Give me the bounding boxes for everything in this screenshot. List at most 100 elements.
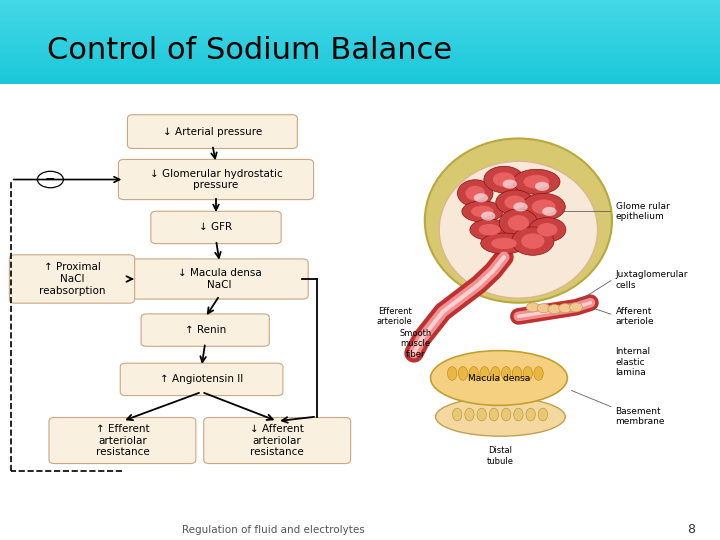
Bar xyxy=(0,10,720,11)
Bar xyxy=(0,47,720,48)
Bar xyxy=(0,35,720,36)
Ellipse shape xyxy=(523,367,532,380)
Bar xyxy=(0,31,720,32)
Ellipse shape xyxy=(526,303,539,312)
Ellipse shape xyxy=(474,193,488,202)
Ellipse shape xyxy=(499,209,538,237)
Text: Distal
tubule: Distal tubule xyxy=(487,447,514,466)
Bar xyxy=(0,14,720,15)
Bar xyxy=(0,8,720,9)
Bar xyxy=(0,71,720,72)
Text: Basement
membrane: Basement membrane xyxy=(616,407,665,427)
Bar xyxy=(0,21,720,22)
Text: Afferent
arteriole: Afferent arteriole xyxy=(616,307,654,326)
Bar xyxy=(0,36,720,37)
Text: 8: 8 xyxy=(687,523,696,536)
Bar xyxy=(0,26,720,27)
Bar xyxy=(0,24,720,25)
Ellipse shape xyxy=(523,175,549,188)
Bar xyxy=(0,81,720,82)
Bar xyxy=(0,46,720,47)
Bar xyxy=(0,27,720,28)
Bar xyxy=(0,50,720,51)
Text: ↑ Renin: ↑ Renin xyxy=(184,325,226,335)
Bar xyxy=(0,62,720,63)
Bar xyxy=(0,29,720,30)
Text: ↓ Afferent
arteriolar
resistance: ↓ Afferent arteriolar resistance xyxy=(251,424,304,457)
Ellipse shape xyxy=(479,224,500,235)
Bar xyxy=(0,56,720,57)
Text: ↑ Proximal
NaCl
reabsorption: ↑ Proximal NaCl reabsorption xyxy=(39,262,105,295)
Ellipse shape xyxy=(490,408,498,421)
Bar xyxy=(0,63,720,64)
Text: −: − xyxy=(45,173,55,186)
Bar xyxy=(0,6,720,8)
Ellipse shape xyxy=(526,408,535,421)
Bar xyxy=(0,41,720,42)
Bar xyxy=(0,76,720,77)
Ellipse shape xyxy=(462,201,503,222)
Bar xyxy=(0,1,720,2)
Bar xyxy=(0,25,720,26)
Ellipse shape xyxy=(491,238,517,249)
Bar xyxy=(0,22,720,23)
Bar xyxy=(0,16,720,17)
Ellipse shape xyxy=(534,367,543,380)
Ellipse shape xyxy=(481,212,495,220)
Bar xyxy=(0,28,720,29)
Ellipse shape xyxy=(491,367,500,380)
Ellipse shape xyxy=(548,305,561,314)
Bar xyxy=(0,59,720,60)
Bar xyxy=(0,75,720,76)
Ellipse shape xyxy=(431,350,567,406)
Bar xyxy=(0,2,720,3)
Ellipse shape xyxy=(458,367,468,380)
Bar xyxy=(0,61,720,62)
Bar xyxy=(0,23,720,24)
Bar xyxy=(0,70,720,71)
Text: Efferent
arteriole: Efferent arteriole xyxy=(377,307,413,326)
Ellipse shape xyxy=(537,303,550,313)
Ellipse shape xyxy=(513,202,528,212)
Bar xyxy=(0,15,720,16)
Ellipse shape xyxy=(559,303,572,313)
Bar xyxy=(0,78,720,79)
Text: Regulation of fluid and electrolytes: Regulation of fluid and electrolytes xyxy=(182,525,365,535)
FancyBboxPatch shape xyxy=(141,314,269,346)
Ellipse shape xyxy=(481,233,527,254)
Text: ↓ Arterial pressure: ↓ Arterial pressure xyxy=(163,126,262,137)
Ellipse shape xyxy=(436,397,565,436)
Bar xyxy=(0,18,720,19)
FancyBboxPatch shape xyxy=(204,417,351,463)
Ellipse shape xyxy=(477,408,487,421)
Bar xyxy=(0,58,720,59)
Bar xyxy=(0,37,720,38)
Ellipse shape xyxy=(503,179,517,188)
Bar xyxy=(0,45,720,46)
Ellipse shape xyxy=(439,161,598,298)
Bar xyxy=(0,57,720,58)
Bar xyxy=(0,51,720,52)
Ellipse shape xyxy=(465,186,485,201)
Bar xyxy=(0,77,720,78)
Bar xyxy=(0,55,720,56)
Ellipse shape xyxy=(493,172,515,187)
Ellipse shape xyxy=(521,233,544,249)
Ellipse shape xyxy=(452,408,462,421)
Bar xyxy=(0,9,720,10)
Ellipse shape xyxy=(471,206,494,217)
Bar xyxy=(0,73,720,75)
Ellipse shape xyxy=(537,223,557,237)
Bar xyxy=(0,64,720,65)
Bar xyxy=(0,67,720,68)
Text: Glome rular
epithelium: Glome rular epithelium xyxy=(616,202,670,221)
Ellipse shape xyxy=(535,182,549,191)
Ellipse shape xyxy=(470,219,509,240)
Ellipse shape xyxy=(512,227,554,255)
Bar xyxy=(0,11,720,12)
Ellipse shape xyxy=(528,218,566,242)
Ellipse shape xyxy=(513,170,560,194)
Bar xyxy=(0,43,720,44)
Bar xyxy=(0,53,720,55)
Ellipse shape xyxy=(514,408,523,421)
